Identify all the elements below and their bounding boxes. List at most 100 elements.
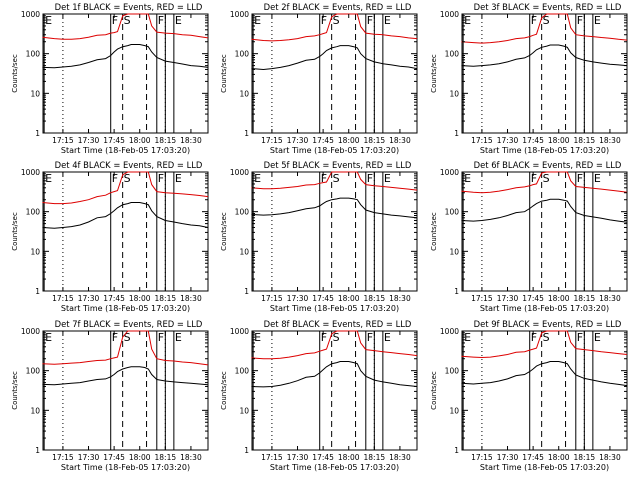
time-marker-label: F <box>577 331 583 344</box>
y-tick-label: 100 <box>445 208 460 217</box>
y-tick-label: 1 <box>244 446 249 455</box>
black-series-line <box>42 202 209 229</box>
y-tick-label: 1 <box>35 287 40 296</box>
y-tick-label: 1 <box>244 129 249 138</box>
black-series-line <box>251 197 418 219</box>
x-tick-label: 17:45 <box>312 136 334 145</box>
plot-frame <box>461 13 628 134</box>
time-marker-label: F <box>531 331 537 344</box>
y-axis-label: Counts/sec <box>430 212 438 251</box>
y-tick-label: 1 <box>35 129 40 138</box>
y-tick-label: 10 <box>30 406 40 415</box>
y-tick-label: 10 <box>239 406 249 415</box>
y-tick-label: 1000 <box>440 10 459 19</box>
x-tick-label: 17:45 <box>312 294 334 303</box>
x-tick-label: 17:30 <box>497 453 519 462</box>
time-marker-label: E <box>254 331 261 344</box>
black-series-line <box>461 198 628 223</box>
time-marker-label: E <box>45 14 52 27</box>
red-series-line <box>251 171 418 191</box>
x-tick-label: 18:15 <box>155 453 177 462</box>
x-axis-label: Start Time (18-Feb-05 17:03:20) <box>61 146 190 155</box>
black-series-line <box>461 44 628 67</box>
x-tick-label: 18:00 <box>129 453 151 462</box>
y-axis-label: Counts/sec <box>11 54 19 93</box>
x-tick-label: 17:15 <box>471 453 493 462</box>
x-axis-label: Start Time (18-Feb-05 17:03:20) <box>61 463 190 472</box>
time-marker-label: E <box>45 172 52 185</box>
time-marker-label: E <box>464 331 471 344</box>
x-tick-label: 17:15 <box>261 136 283 145</box>
time-marker-label: E <box>464 14 471 27</box>
time-marker-label: E <box>45 331 52 344</box>
red-series-line <box>461 330 628 359</box>
red-series-line <box>461 171 628 194</box>
y-tick-label: 1000 <box>440 327 459 336</box>
y-tick-label: 10 <box>239 247 249 256</box>
x-tick-label: 18:00 <box>548 453 570 462</box>
x-tick-label: 18:00 <box>338 294 360 303</box>
y-tick-label: 1 <box>35 446 40 455</box>
y-axis-label: Counts/sec <box>220 54 228 93</box>
x-tick-label: 17:30 <box>78 136 100 145</box>
y-tick-label: 10 <box>449 406 459 415</box>
time-marker-label: F <box>112 331 118 344</box>
y-tick-label: 100 <box>445 367 460 376</box>
black-series-line <box>42 44 209 69</box>
x-tick-label: 18:00 <box>338 453 360 462</box>
plot-frame <box>42 330 209 451</box>
time-marker-label: F <box>531 14 537 27</box>
y-tick-label: 100 <box>235 50 250 59</box>
x-tick-label: 17:30 <box>287 453 309 462</box>
time-marker-label: F <box>531 172 537 185</box>
red-series-line <box>42 13 209 40</box>
x-tick-label: 18:30 <box>599 453 621 462</box>
x-tick-label: 18:30 <box>599 294 621 303</box>
x-tick-label: 17:45 <box>103 136 125 145</box>
time-marker-label: F <box>158 14 164 27</box>
time-marker-label: E <box>254 172 261 185</box>
x-tick-label: 17:30 <box>78 453 100 462</box>
x-tick-label: 17:15 <box>52 136 74 145</box>
y-tick-label: 10 <box>30 247 40 256</box>
time-marker-label: F <box>577 14 583 27</box>
red-series-line <box>251 330 418 360</box>
y-tick-label: 1000 <box>440 168 459 177</box>
x-tick-label: 18:00 <box>548 136 570 145</box>
black-series-line <box>461 361 628 387</box>
y-tick-label: 1 <box>454 446 459 455</box>
x-tick-label: 18:00 <box>338 136 360 145</box>
y-tick-label: 100 <box>235 367 250 376</box>
plot-frame <box>461 171 628 292</box>
time-marker-label: F <box>321 172 327 185</box>
x-tick-label: 17:15 <box>52 294 74 303</box>
panel-title: Det 9f BLACK = Events, RED = LLD <box>474 319 622 329</box>
y-axis-label: Counts/sec <box>430 54 438 93</box>
time-marker-label: S <box>124 331 131 344</box>
y-tick-label: 1000 <box>21 168 40 177</box>
x-tick-label: 17:15 <box>261 453 283 462</box>
x-tick-label: 17:30 <box>287 136 309 145</box>
time-marker-label: F <box>321 331 327 344</box>
panel-title: Det 7f BLACK = Events, RED = LLD <box>55 319 203 329</box>
y-tick-label: 1 <box>244 287 249 296</box>
x-tick-label: 17:30 <box>497 294 519 303</box>
y-axis-label: Counts/sec <box>220 212 228 251</box>
x-tick-label: 18:15 <box>574 136 596 145</box>
panel-title: Det 8f BLACK = Events, RED = LLD <box>264 319 412 329</box>
y-tick-label: 10 <box>449 247 459 256</box>
y-tick-label: 10 <box>30 89 40 98</box>
y-tick-label: 100 <box>26 208 41 217</box>
y-tick-label: 10 <box>239 89 249 98</box>
x-tick-label: 17:15 <box>261 294 283 303</box>
y-tick-label: 1000 <box>21 10 40 19</box>
time-marker-label: S <box>543 14 550 27</box>
y-tick-label: 10 <box>449 89 459 98</box>
time-marker-label: E <box>175 172 182 185</box>
